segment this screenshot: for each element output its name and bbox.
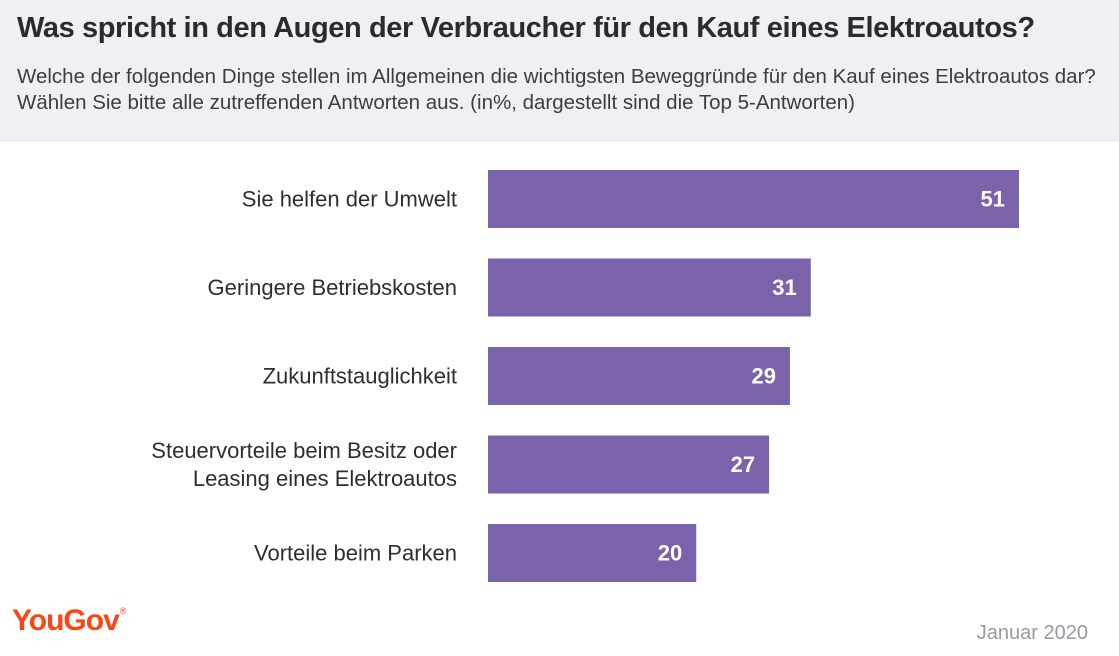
category-label: Sie helfen der Umwelt	[242, 187, 457, 212]
data-label: 31	[772, 275, 796, 300]
chart-title: Was spricht in den Augen der Verbraucher…	[17, 12, 1035, 44]
category-label: Steuervorteile beim Besitz oder Leasing e…	[151, 438, 457, 491]
bar	[488, 258, 811, 317]
yougov-logo: YouGov®	[12, 604, 127, 638]
chart-subtitle: Welche der folgenden Dinge stellen im Al…	[17, 65, 1096, 114]
bar	[488, 524, 697, 582]
category-label: Zukunftstauglichkeit	[263, 364, 457, 389]
date-label: Januar 2020	[976, 622, 1088, 644]
category-label: Geringere Betriebskosten	[208, 275, 457, 300]
data-label: 20	[658, 541, 682, 566]
bar	[488, 170, 1019, 228]
bar	[488, 347, 790, 405]
data-label: 51	[981, 187, 1005, 212]
category-label: Vorteile beim Parken	[254, 541, 457, 566]
logo-text: YouGov	[12, 604, 120, 637]
data-label: 27	[731, 452, 755, 477]
bar-chart: 51 Sie helfen der Umwelt 31 Geringere Betri…	[151, 170, 1019, 582]
registered-mark: ®	[119, 606, 127, 616]
data-label: 29	[751, 364, 775, 389]
bar	[488, 435, 770, 494]
header-panel: Was spricht in den Augen der Verbraucher…	[0, 0, 1119, 142]
